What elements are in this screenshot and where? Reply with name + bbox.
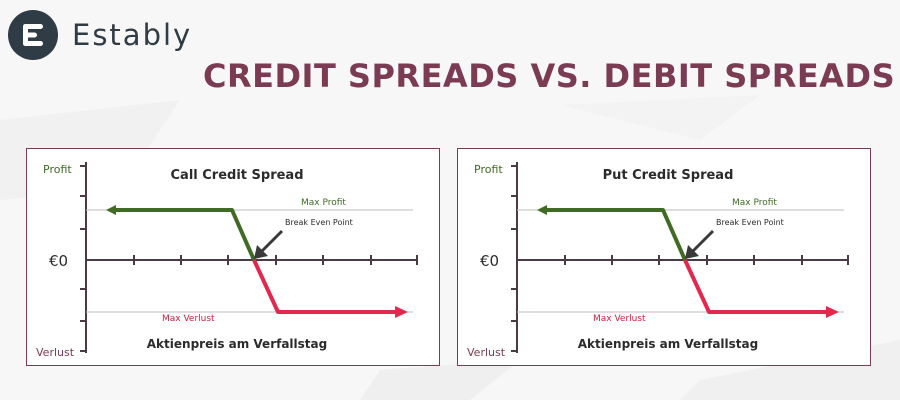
break-even-pointer-arrow bbox=[254, 229, 284, 259]
y-axis-loss-label: Verlust bbox=[36, 346, 75, 359]
profit-payoff-line bbox=[106, 205, 256, 261]
brand-name: Estably bbox=[72, 18, 193, 52]
x-axis-label: Aktienpreis am Verfallstag bbox=[578, 337, 758, 351]
call-credit-spread-panel: Call Credit Spread Profit €0 Verlust Max… bbox=[26, 148, 440, 366]
page-title: CREDIT SPREADS VS. DEBIT SPREADS bbox=[203, 57, 896, 95]
y-axis-ticks bbox=[80, 165, 86, 352]
panel-title: Put Credit Spread bbox=[603, 168, 734, 183]
max-profit-label: Max Profit bbox=[732, 198, 777, 208]
y-axis-zero-label: €0 bbox=[480, 252, 499, 270]
loss-arrow-head bbox=[826, 306, 839, 318]
y-axis-zero-label: €0 bbox=[49, 252, 68, 270]
loss-payoff-line bbox=[683, 259, 826, 314]
x-axis-ticks bbox=[564, 255, 849, 265]
break-even-label: Break Even Point bbox=[285, 218, 353, 227]
y-axis-profit-label: Profit bbox=[474, 163, 503, 176]
profit-payoff-line bbox=[537, 205, 687, 261]
max-profit-label: Max Profit bbox=[301, 198, 346, 208]
loss-arrow-head bbox=[395, 306, 408, 318]
put-credit-spread-panel: Put Credit Spread Profit €0 Verlust Max … bbox=[457, 148, 871, 366]
panel-title: Call Credit Spread bbox=[171, 168, 304, 183]
call-credit-spread-diagram: Call Credit Spread Profit €0 Verlust Max… bbox=[36, 162, 418, 359]
break-even-label: Break Even Point bbox=[716, 218, 784, 227]
max-loss-label: Max Verlust bbox=[162, 314, 215, 324]
estably-e-logo-icon bbox=[8, 10, 58, 60]
max-loss-label: Max Verlust bbox=[593, 314, 646, 324]
put-credit-spread-diagram: Put Credit Spread Profit €0 Verlust Max … bbox=[467, 162, 849, 359]
x-axis-label: Aktienpreis am Verfallstag bbox=[147, 337, 327, 351]
brand-logo[interactable]: Estably bbox=[8, 10, 192, 60]
y-axis-loss-label: Verlust bbox=[467, 346, 506, 359]
x-axis-ticks bbox=[133, 255, 418, 265]
loss-payoff-line bbox=[252, 259, 395, 314]
y-axis-ticks bbox=[511, 165, 517, 352]
y-axis-profit-label: Profit bbox=[43, 163, 72, 176]
break-even-pointer-arrow bbox=[685, 229, 715, 259]
